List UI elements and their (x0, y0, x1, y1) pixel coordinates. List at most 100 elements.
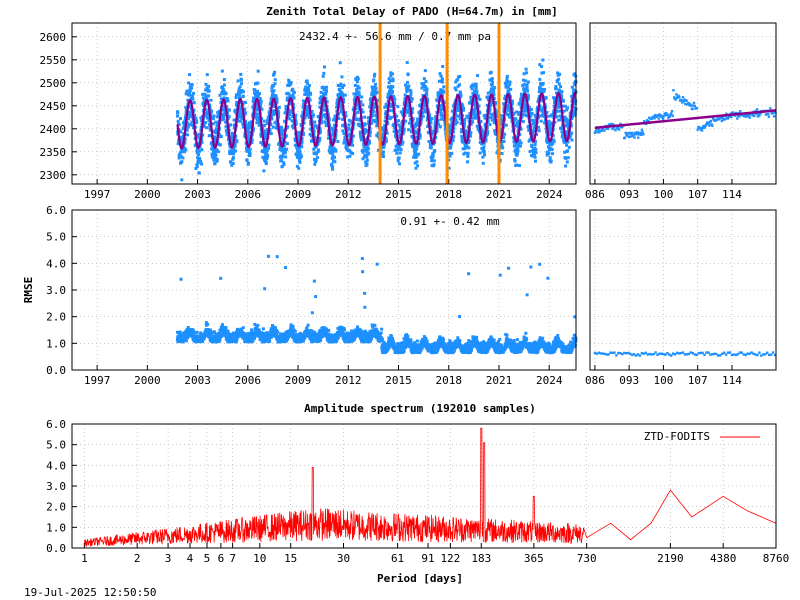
ztd-data-point (235, 139, 239, 143)
ztd-data-point (429, 125, 433, 129)
ztd-data-point (184, 92, 188, 96)
ztd-data-point (203, 92, 207, 96)
ztd-data-point (475, 90, 479, 94)
ztd-data-point (449, 127, 453, 131)
ztd-data-point (371, 92, 375, 96)
ztd-data-point (276, 109, 280, 113)
ztd-data-point (410, 110, 414, 114)
ztd-data-point (487, 111, 491, 115)
ztd-zoom-xtick-label: 107 (688, 188, 708, 201)
rmse-data-point (240, 327, 244, 331)
ztd-zoom-data-point (703, 126, 706, 130)
rmse-xtick-label: 2003 (184, 374, 211, 387)
ztd-data-point (473, 109, 477, 113)
ztd-data-point (319, 121, 323, 125)
ztd-data-point (215, 124, 219, 128)
ztd-data-point (357, 90, 361, 94)
ztd-data-point (552, 96, 556, 100)
ztd-data-point (328, 146, 332, 150)
rmse-data-point (285, 337, 289, 341)
ztd-data-point (423, 88, 427, 92)
ztd-zoom-data-point (736, 114, 740, 117)
ztd-data-point (295, 155, 299, 159)
ztd-data-point (239, 82, 243, 86)
ztd-data-point (454, 88, 458, 92)
ztd-data-point (442, 90, 446, 94)
ztd-data-point (279, 128, 283, 132)
ztd-data-point (494, 112, 498, 116)
ztd-data-point (402, 127, 406, 131)
rmse-data-point (261, 335, 265, 339)
ztd-data-point (194, 117, 198, 121)
ztd-xtick-label: 2000 (134, 188, 161, 201)
ztd-data-point (563, 150, 567, 154)
ztd-data-point (405, 101, 409, 105)
ztd-data-point (438, 72, 442, 76)
ztd-zoom-data-point (687, 101, 691, 105)
ztd-data-point (241, 95, 245, 99)
rmse-data-point (224, 328, 228, 332)
ztd-data-point (459, 121, 463, 125)
ztd-data-point (433, 149, 437, 153)
ztd-data-point (482, 145, 486, 149)
ztd-data-point (313, 120, 317, 124)
ztd-data-point (517, 123, 521, 127)
rmse-data-point (224, 326, 228, 330)
ztd-data-point (483, 116, 487, 120)
ztd-ytick-label: 2350 (40, 146, 67, 159)
ztd-data-point (179, 150, 183, 154)
ztd-data-point (566, 140, 570, 144)
ztd-data-point (371, 108, 375, 112)
ztd-data-point (530, 144, 534, 148)
ztd-data-point (270, 89, 274, 93)
ztd-zoom-data-point (720, 119, 724, 123)
ztd-data-point (417, 152, 421, 156)
ztd-data-point (236, 117, 240, 121)
ztd-data-point (226, 138, 230, 142)
rmse-data-point (213, 339, 217, 343)
ztd-zoom-data-point (757, 113, 760, 116)
ztd-data-point (295, 148, 299, 152)
ztd-data-point (192, 108, 196, 112)
rmse-data-point (291, 324, 295, 328)
ztd-data-point (469, 122, 473, 126)
ztd-data-point (331, 167, 335, 171)
ztd-data-point (223, 96, 227, 100)
ztd-data-point (391, 77, 395, 81)
ztd-data-point (258, 122, 262, 126)
ztd-data-point (272, 84, 276, 88)
ztd-data-point (184, 106, 188, 110)
ztd-data-point (280, 133, 284, 137)
ztd-data-point (573, 112, 577, 116)
ztd-data-point (186, 122, 190, 126)
ztd-data-point (359, 130, 363, 134)
ztd-data-point (425, 93, 429, 97)
ztd-data-point (241, 90, 245, 94)
ztd-data-point (386, 121, 390, 125)
ztd-data-point (179, 130, 183, 134)
ztd-data-point (514, 117, 518, 121)
ztd-data-point (216, 113, 220, 117)
ztd-data-point (422, 107, 426, 111)
ztd-data-point (515, 163, 519, 167)
ztd-data-point (559, 85, 563, 89)
ztd-data-point (386, 85, 390, 89)
ztd-zoom-data-point (676, 96, 680, 99)
ztd-data-point (374, 118, 378, 122)
ztd-data-point (299, 153, 303, 157)
ztd-data-point (194, 166, 198, 170)
ztd-data-point (239, 114, 243, 118)
ztd-data-point (277, 105, 281, 109)
ztd-data-point (505, 76, 509, 80)
ztd-data-point (390, 72, 394, 76)
ztd-zoom-data-point (659, 114, 663, 117)
ztd-data-point (250, 138, 254, 142)
ztd-data-point (363, 115, 367, 119)
ztd-data-point (532, 152, 536, 156)
ztd-data-point (263, 123, 267, 127)
ztd-xtick-label: 2006 (235, 188, 262, 201)
ztd-data-point (430, 117, 434, 121)
ztd-data-point (383, 105, 387, 109)
ztd-data-point (241, 101, 245, 105)
ztd-data-point (243, 107, 247, 111)
